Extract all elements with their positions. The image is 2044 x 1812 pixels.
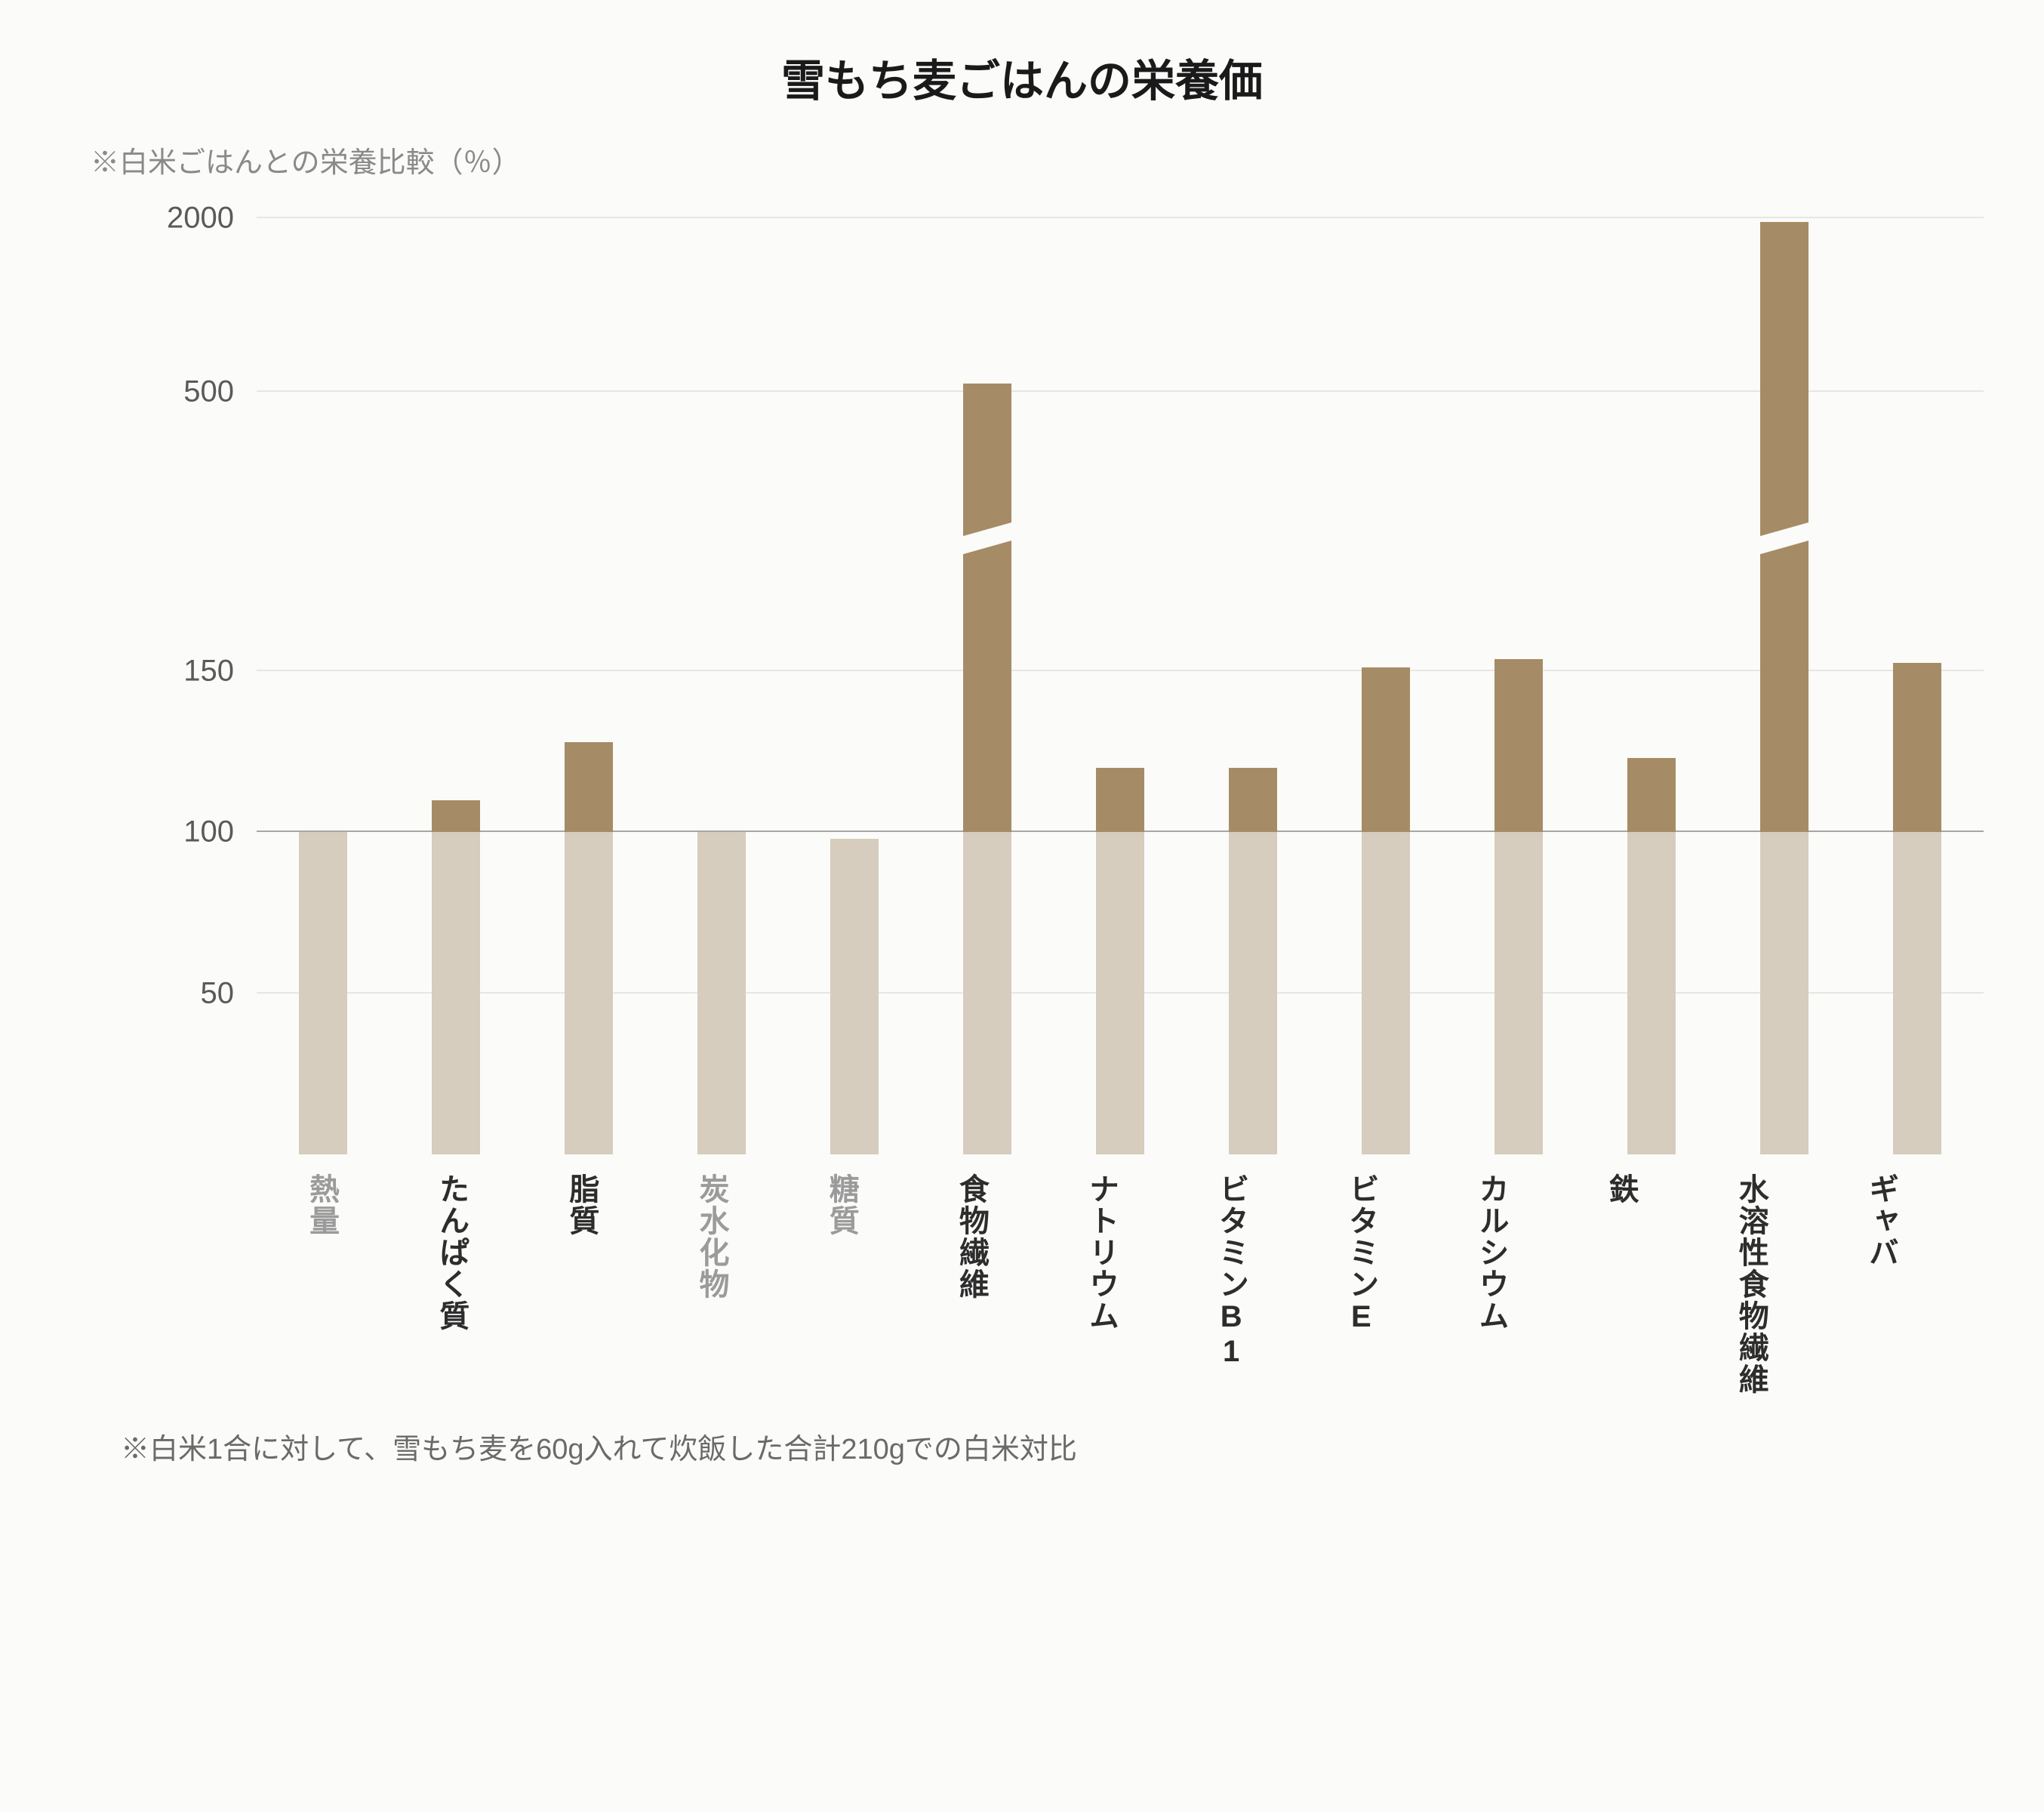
x-label: ナトリウム	[1083, 1173, 1119, 1395]
x-label-slot: ビタミンE	[1296, 1173, 1426, 1395]
chart-footnote: ※白米1合に対して、雪もち麦を60g入れて炊飯した合計210gでの白米対比	[60, 1425, 1984, 1467]
bar-base-fill	[963, 832, 1011, 1154]
bar-base-fill	[1893, 832, 1941, 1154]
x-label: 水溶性食物繊維	[1733, 1173, 1769, 1395]
plot-area: 50 100 150 500 2000	[60, 188, 1984, 1154]
x-label-slot: ナトリウム	[1036, 1173, 1166, 1395]
x-label: 熱量	[303, 1173, 340, 1395]
x-label: 食物繊維	[953, 1173, 990, 1395]
bar-base-fill	[697, 832, 746, 1154]
bar	[1096, 768, 1144, 1154]
axis-break-icon	[963, 522, 1011, 554]
x-label-slot: ギャバ	[1816, 1173, 1946, 1395]
x-label: 鉄	[1603, 1173, 1639, 1395]
x-label-slot: 炭水化物	[646, 1173, 776, 1395]
bar-base-fill	[1362, 832, 1410, 1154]
y-tick-label: 500	[183, 375, 234, 409]
bar	[1362, 667, 1410, 1154]
bar	[1627, 758, 1676, 1154]
bar-slot	[522, 188, 655, 1154]
bar-slot	[1452, 188, 1585, 1154]
x-label: ビタミンE	[1343, 1173, 1379, 1395]
bar-base-fill	[432, 832, 480, 1154]
bar-slot	[921, 188, 1054, 1154]
bar-base-fill	[1229, 832, 1277, 1154]
x-label-slot: 糖質	[777, 1173, 907, 1395]
bar	[963, 384, 1011, 1154]
x-label-slot: カルシウム	[1426, 1173, 1556, 1395]
x-label-slot: 熱量	[257, 1173, 386, 1395]
axis-break-icon	[1760, 522, 1809, 554]
bar-slot	[1585, 188, 1718, 1154]
y-tick-label: 100	[183, 815, 234, 849]
bar-base-fill	[1096, 832, 1144, 1154]
bar-slot	[257, 188, 389, 1154]
x-label-slot: たんぱく質	[386, 1173, 516, 1395]
y-tick-label: 2000	[167, 202, 234, 236]
bar-slot	[655, 188, 788, 1154]
y-tick-label: 150	[183, 655, 234, 689]
bar	[830, 839, 879, 1154]
x-label-slot: 脂質	[516, 1173, 646, 1395]
x-label: ギャバ	[1863, 1173, 1899, 1395]
x-label-slot: 食物繊維	[907, 1173, 1036, 1395]
nutrition-chart: 雪もち麦ごはんの栄養価 ※白米ごはんとの栄養比較（％） 50 100 150 500 2…	[60, 45, 1984, 1467]
chart-title: 雪もち麦ごはんの栄養価	[60, 45, 1984, 109]
bar	[1760, 222, 1809, 1154]
x-label: カルシウム	[1473, 1173, 1509, 1395]
x-label: 炭水化物	[694, 1173, 730, 1395]
bar-base-fill	[565, 832, 613, 1154]
y-axis: 50 100 150 500 2000	[60, 188, 257, 1154]
y-tick-label: 50	[201, 976, 235, 1010]
bar-slot	[1851, 188, 1984, 1154]
bar-base-fill	[1760, 832, 1809, 1154]
bar	[1495, 659, 1543, 1154]
bars-container	[257, 188, 1984, 1154]
bar-base-fill	[299, 832, 347, 1154]
bar-slot	[788, 188, 921, 1154]
bar-slot	[1187, 188, 1319, 1154]
x-label-slot: 水溶性食物繊維	[1686, 1173, 1816, 1395]
bar-base-fill	[1495, 832, 1543, 1154]
bar-base-fill	[1627, 832, 1676, 1154]
x-label: 糖質	[823, 1173, 860, 1395]
plot	[257, 188, 1984, 1154]
bar	[1229, 768, 1277, 1154]
bar	[299, 832, 347, 1154]
bar	[432, 800, 480, 1154]
x-label: 脂質	[563, 1173, 599, 1395]
bar-base-fill	[830, 839, 879, 1154]
bar	[1893, 663, 1941, 1154]
bar-slot	[1718, 188, 1851, 1154]
bar-slot	[1319, 188, 1452, 1154]
bar	[697, 832, 746, 1154]
x-label: ビタミンB1	[1213, 1173, 1249, 1395]
bar	[565, 742, 613, 1154]
x-label-slot: 鉄	[1556, 1173, 1686, 1395]
bar-slot	[1054, 188, 1187, 1154]
bar-slot	[389, 188, 522, 1154]
x-label: たんぱく質	[433, 1173, 469, 1395]
x-label-slot: ビタミンB1	[1166, 1173, 1296, 1395]
x-axis-labels: 熱量 たんぱく質 脂質 炭水化物 糖質 食物繊維 ナトリウム ビタミンB1 ビタミンE カルシウム…	[257, 1173, 1984, 1395]
chart-subtitle: ※白米ごはんとの栄養比較（％）	[60, 139, 1984, 180]
